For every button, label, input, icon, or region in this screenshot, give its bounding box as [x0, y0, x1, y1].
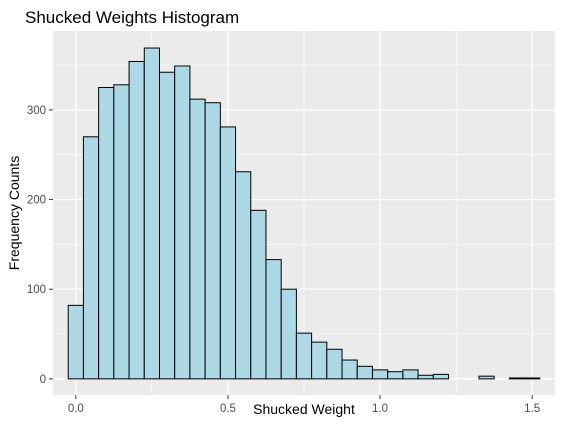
chart-title: Shucked Weights Histogram: [25, 8, 239, 27]
histogram-bar: [371, 369, 389, 380]
y-axis-title: Frequency Counts: [6, 156, 22, 270]
x-tick-label: 0.0: [68, 403, 84, 415]
histogram-bar: [113, 84, 130, 380]
y-tick-label: 100: [27, 284, 46, 296]
histogram-bar: [402, 369, 419, 380]
histogram-bar: [295, 332, 313, 380]
histogram-bar: [250, 209, 267, 380]
x-tick-label: 1.0: [372, 403, 388, 415]
histogram-bar: [478, 375, 495, 380]
histogram-bar: [311, 341, 328, 380]
y-tick-label: 200: [27, 195, 46, 207]
histogram-bar: [280, 288, 297, 380]
histogram-bar: [508, 377, 526, 380]
histogram-bar: [432, 373, 450, 380]
histogram-bar: [174, 65, 191, 380]
y-tick-label: 300: [27, 105, 46, 117]
histogram-bar: [265, 259, 282, 380]
histogram-bar: [326, 348, 343, 380]
grid-lines: [53, 31, 555, 395]
histogram-bar: [219, 126, 237, 380]
histogram-bar: [143, 47, 160, 380]
x-tick-label: 1.5: [524, 403, 540, 415]
histogram-bar: [82, 136, 100, 380]
histogram-bar: [356, 365, 373, 380]
histogram-bar: [67, 304, 84, 380]
histogram-bar: [128, 60, 145, 380]
histogram-bar: [235, 171, 252, 380]
histogram-bar: [417, 374, 434, 380]
histogram-bar: [189, 98, 206, 380]
histogram-bar: [341, 359, 358, 380]
histogram-bar: [524, 377, 541, 380]
histogram-bar: [387, 371, 404, 380]
histogram-bar: [98, 86, 115, 380]
axes: 0.0 0.5 1.0 1.5 0 100 200 300: [27, 105, 540, 415]
histogram-bar: [158, 71, 176, 380]
histogram-bar: [204, 102, 221, 380]
y-tick-label: 0: [40, 374, 46, 386]
x-tick-label: 0.5: [220, 403, 236, 415]
histogram-bars: [67, 47, 541, 380]
x-axis-title: Shucked Weight: [253, 401, 355, 417]
